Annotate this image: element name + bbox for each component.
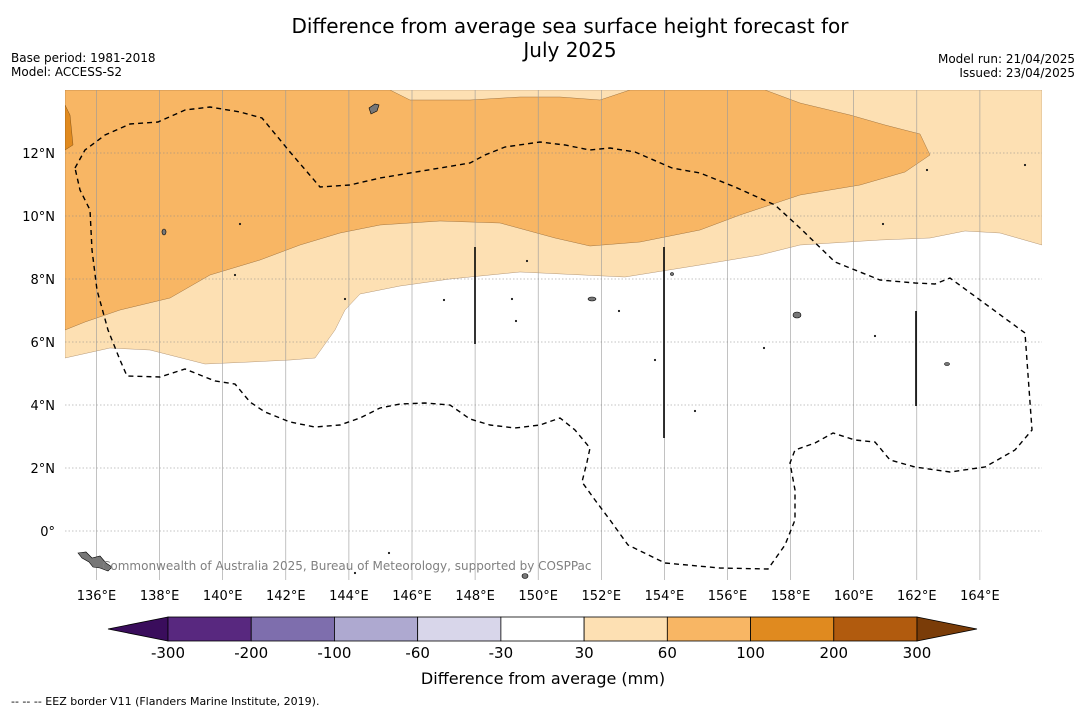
colorbar-segment [250, 616, 335, 642]
graticule [65, 90, 1042, 580]
lon-label: 152°E [582, 589, 622, 604]
anomaly-band-60-100 [65, 90, 931, 331]
eez-borders [74, 106, 1033, 570]
islet-8 [617, 309, 621, 313]
lon-label: 146°E [392, 589, 432, 604]
colorbar-extension-high [916, 616, 978, 642]
latitude-labels: 12°N 10°N 8°N 6°N 4°N 2°N 0° [22, 147, 55, 540]
islet-17 [353, 571, 357, 575]
lat-label: 6°N [31, 336, 56, 351]
colorbar-tick-label: 60 [658, 644, 677, 662]
longitude-labels: 136°E 138°E 140°E 142°E 144°E 146°E 148°… [77, 589, 1000, 604]
islet-11 [762, 346, 766, 350]
lon-label: 148°E [455, 589, 495, 604]
colorbar-tick-label: -30 [489, 644, 514, 662]
lon-label: 156°E [708, 589, 748, 604]
islet-16 [387, 551, 391, 555]
islet-12 [873, 334, 877, 338]
colorbar-segment [583, 616, 668, 642]
island-small-3 [944, 362, 950, 366]
lon-label: 138°E [140, 589, 180, 604]
colorbar-segment [833, 616, 918, 642]
lat-label: 4°N [31, 399, 56, 414]
lon-label: 144°E [329, 589, 369, 604]
meta-right: Model run: 21/04/2025 Issued: 23/04/2025 [938, 52, 1075, 80]
colorbar-tick-label: -100 [317, 644, 351, 662]
islands [77, 103, 1027, 579]
anomaly-band-100-200 [65, 104, 74, 151]
lon-label: 136°E [77, 589, 117, 604]
title-line-1: Difference from average sea surface heig… [291, 14, 849, 38]
eez-border-palau-fsm-north [74, 106, 1033, 570]
islet-6 [514, 319, 518, 323]
meta-left: Base period: 1981-2018 Model: ACCESS-S2 [11, 51, 156, 79]
islet-5 [510, 297, 514, 301]
lon-label: 154°E [645, 589, 685, 604]
map-area: Commonwealth of Australia 2025, Bureau o… [65, 90, 1042, 580]
island-southwest [77, 551, 113, 572]
island-small-5 [670, 272, 674, 276]
colorbar-tick-label: 200 [819, 644, 848, 662]
island-small-1 [161, 228, 167, 236]
colorbar-segment [500, 616, 585, 642]
lon-label: 160°E [834, 589, 874, 604]
lon-label: 162°E [897, 589, 937, 604]
lat-label: 2°N [31, 462, 56, 477]
islet-1 [238, 222, 242, 226]
island-mid-east [792, 311, 802, 319]
lon-label: 150°E [518, 589, 558, 604]
islet-3 [343, 297, 347, 301]
colorbar-segment [417, 616, 502, 642]
boundary-segments [474, 247, 917, 438]
island-north [368, 103, 380, 115]
islet-9 [653, 358, 657, 362]
colorbar-segment [334, 616, 419, 642]
eez-footnote: -- -- -- EEZ border V11 (Flanders Marine… [11, 695, 320, 708]
colorbar-segment [167, 616, 252, 642]
islet-2 [233, 273, 237, 277]
copyright-text: Commonwealth of Australia 2025, Bureau o… [102, 559, 592, 573]
colorbar-tick-label: -300 [151, 644, 185, 662]
colorbar-segment [750, 616, 835, 642]
islet-14 [925, 168, 929, 172]
islet-13 [881, 222, 885, 226]
lat-label: 8°N [31, 273, 56, 288]
lat-label: 12°N [22, 147, 55, 162]
lat-label: 10°N [22, 210, 55, 225]
title-line-2: July 2025 [523, 38, 617, 62]
colorbar-tick-label: -200 [234, 644, 268, 662]
colorbar-tick-label: 300 [903, 644, 932, 662]
lon-label: 164°E [960, 589, 1000, 604]
lon-label: 142°E [266, 589, 306, 604]
islet-7 [525, 259, 529, 263]
issued-date: Issued: 23/04/2025 [959, 66, 1075, 80]
islet-10 [693, 409, 697, 413]
lat-label: 0° [40, 525, 55, 540]
map-title: Difference from average sea surface heig… [200, 14, 940, 62]
colorbar: -300 -200 -100 -60 -30 30 60 100 200 300 [107, 616, 978, 662]
base-period: Base period: 1981-2018 [11, 51, 156, 65]
colorbar-tick-label: 30 [575, 644, 594, 662]
colorbar-tick-label: -60 [405, 644, 430, 662]
island-small-2 [587, 296, 597, 302]
colorbar-extension-low [107, 616, 169, 642]
model-name: Model: ACCESS-S2 [11, 65, 123, 79]
lon-label: 140°E [203, 589, 243, 604]
colorbar-label: Difference from average (mm) [421, 669, 665, 688]
islet-15 [1023, 163, 1027, 167]
model-run: Model run: 21/04/2025 [937, 52, 1075, 66]
lon-label: 158°E [771, 589, 811, 604]
colorbar-segment [666, 616, 751, 642]
colorbar-tick-label: 100 [736, 644, 765, 662]
islet-4 [442, 298, 446, 302]
island-small-4 [521, 573, 529, 579]
